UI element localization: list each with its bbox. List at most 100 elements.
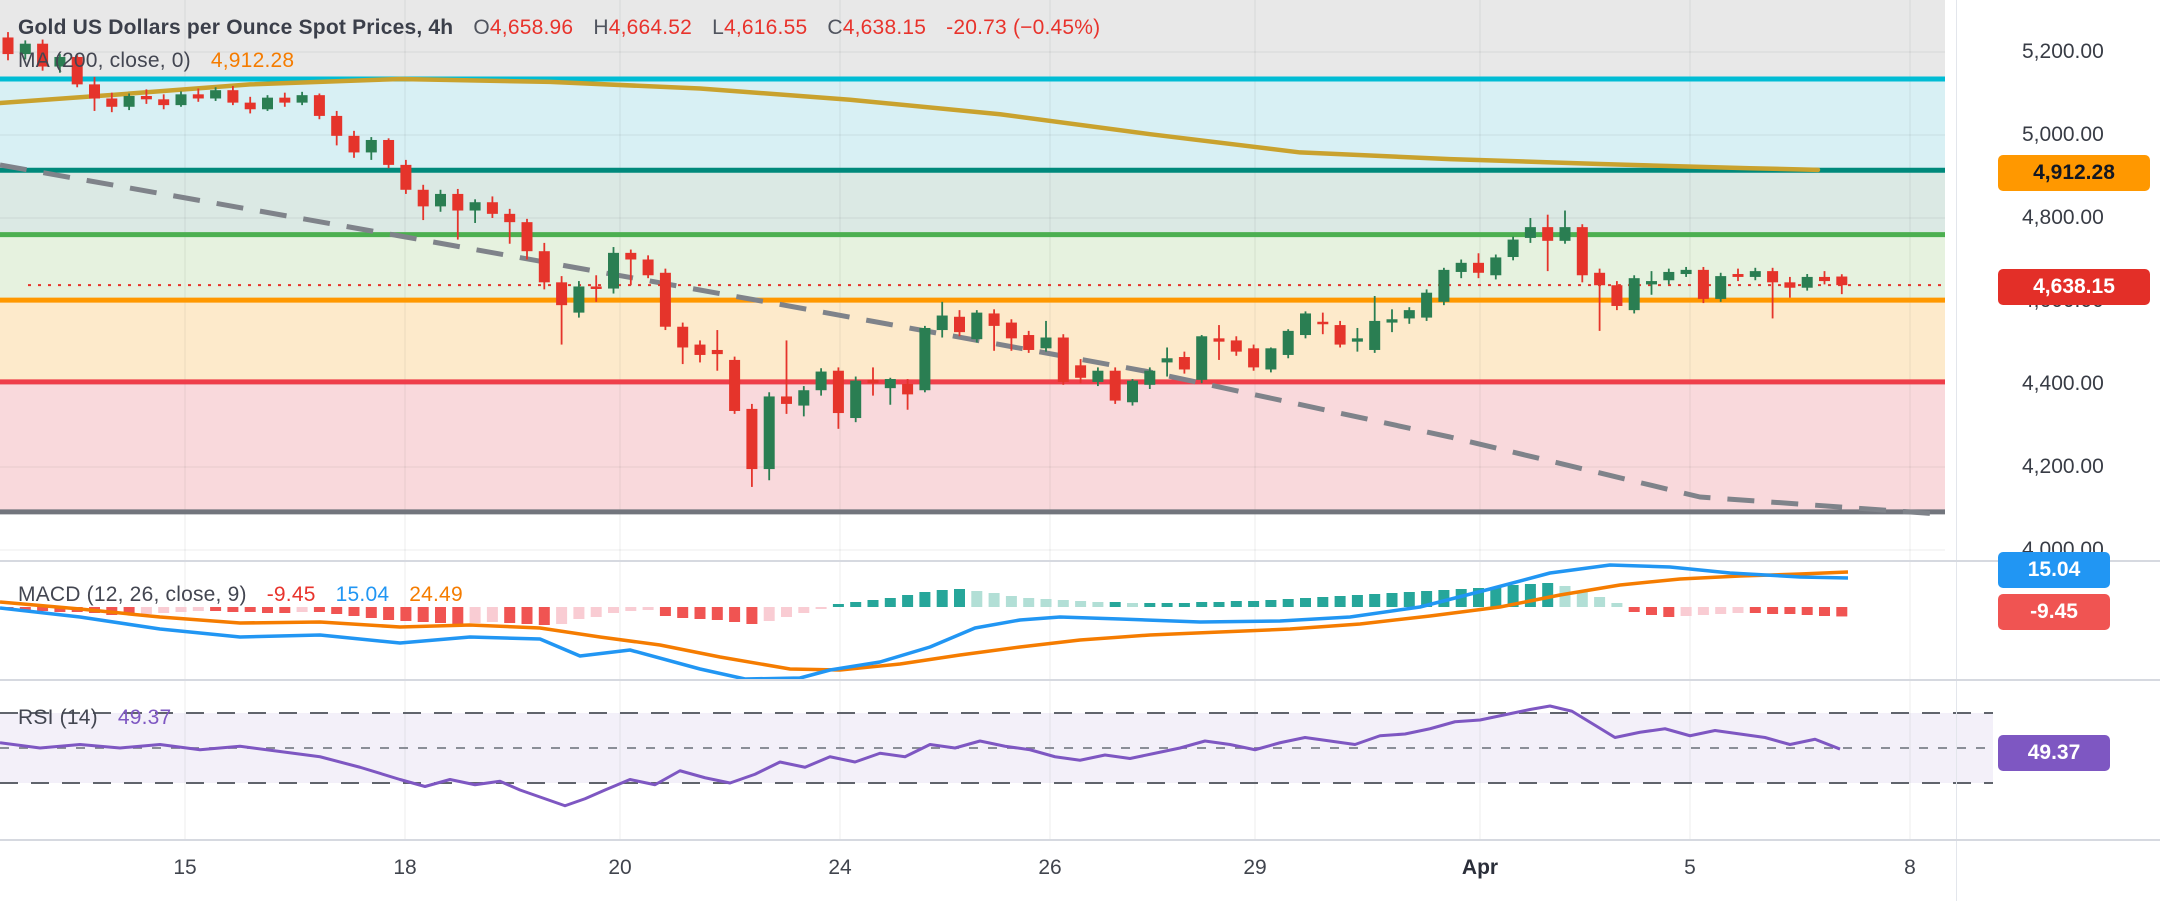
close-value: 4,638.15 <box>842 16 927 39</box>
price-macd-divider[interactable] <box>0 560 2160 562</box>
candle-body <box>590 286 602 289</box>
change-value: -20.73 (−0.45%) <box>946 16 1101 39</box>
macd-hist-bar <box>227 607 239 612</box>
candle-body <box>642 259 654 276</box>
macd-hist-bar <box>175 607 187 612</box>
candle-body <box>1178 357 1190 370</box>
macd-hist-bar <box>1628 607 1640 612</box>
candle-body <box>1369 320 1381 350</box>
price-pane-canvas[interactable] <box>0 0 2160 561</box>
candle-body <box>988 313 1000 326</box>
candle-body <box>452 193 464 211</box>
price-tick-label: 4,800.00 <box>2022 206 2104 229</box>
candle-body <box>279 97 291 103</box>
candle-body <box>1161 358 1173 363</box>
rsi-pane-canvas[interactable] <box>0 680 2160 840</box>
candle-body <box>400 164 412 190</box>
candle-body <box>435 193 446 207</box>
candle-body <box>1542 227 1554 241</box>
macd-hist-bar <box>244 607 256 612</box>
ma-legend[interactable]: MA (200, close, 0) 4,912.28 <box>18 49 294 73</box>
candle-body <box>815 371 827 391</box>
zone-band-0 <box>0 0 1945 79</box>
candle-body <box>1749 271 1761 277</box>
rsi-line[interactable] <box>0 704 1841 808</box>
macd-main-line[interactable] <box>0 563 1849 680</box>
macd-line-badge: 15.04 <box>1998 552 2110 588</box>
macd-line-value: 15.04 <box>335 583 390 606</box>
candle-body <box>919 327 931 391</box>
candle-body <box>1524 227 1536 238</box>
macd-hist-bar <box>1663 607 1675 617</box>
macd-hist-bar <box>1421 591 1433 607</box>
macd-hist-bar <box>919 592 931 607</box>
macd-hist-bar <box>763 607 775 621</box>
candle-body <box>1386 319 1398 323</box>
rsi-legend[interactable]: RSI (14) 49.37 <box>18 706 171 730</box>
macd-rsi-divider[interactable] <box>0 679 2160 681</box>
candle-body <box>1351 338 1363 342</box>
macd-hist-bar <box>400 607 412 621</box>
candle-body <box>850 380 862 419</box>
ma-legend-label: MA (200, close, 0) <box>18 49 191 72</box>
macd-hist-bar <box>729 607 741 622</box>
candle-body <box>902 384 914 395</box>
time-tick-label-8: 8 <box>1904 856 1916 879</box>
candle-body <box>469 202 481 211</box>
macd-signal-line[interactable] <box>0 570 1849 672</box>
candle-body <box>538 251 550 283</box>
low-value: 4,616.55 <box>723 16 808 39</box>
zone-band-1 <box>0 78 1945 171</box>
candle-body <box>244 102 256 110</box>
candle-body <box>1611 285 1623 306</box>
macd-hist-bar <box>1386 593 1398 607</box>
ma200-line[interactable] <box>0 76 1821 173</box>
macd-hist-bar <box>694 607 706 619</box>
macd-hist-bar <box>1075 601 1087 607</box>
macd-hist-bar <box>781 607 792 617</box>
macd-hist-bar <box>1282 599 1294 607</box>
macd-hist-bar <box>1351 595 1363 607</box>
time-tick-label-24: 24 <box>828 856 852 879</box>
macd-hist-bar <box>573 607 585 619</box>
macd-hist-bar <box>815 607 827 609</box>
macd-hist-bar <box>158 607 170 613</box>
candles[interactable] <box>2 32 1848 487</box>
macd-hist-bar <box>1109 602 1121 607</box>
macd-hist-value: -9.45 <box>266 583 316 606</box>
macd-hist-bar <box>1230 601 1242 607</box>
macd-hist-bar <box>1767 607 1779 614</box>
price-axis-separator[interactable] <box>1956 0 1957 901</box>
candle-body <box>1646 281 1657 285</box>
candle-body <box>331 115 343 136</box>
candle-body <box>123 95 135 107</box>
macd-hist-bar <box>417 607 429 622</box>
macd-pane-canvas[interactable] <box>0 561 2160 680</box>
candle-body <box>1230 340 1242 352</box>
price-tick-label: 5,000.00 <box>2022 123 2104 146</box>
candle-body <box>71 56 83 85</box>
macd-hist-bar <box>832 604 844 607</box>
macd-hist-bar <box>1057 600 1069 607</box>
candle-body <box>711 349 723 355</box>
macd-hist-bar <box>1836 607 1848 617</box>
macd-signal-value: 24.49 <box>409 583 463 606</box>
macd-hist-bar <box>625 607 637 611</box>
macd-hist-bar <box>262 607 273 613</box>
symbol-legend[interactable]: Gold US Dollars per Ounce Spot Prices, 4… <box>18 16 1100 40</box>
macd-hist-bar <box>1040 599 1052 607</box>
macd-hist-bar <box>1144 603 1156 607</box>
open-key: O <box>473 16 490 39</box>
candle-body <box>89 84 100 99</box>
candle-body <box>798 390 810 406</box>
macd-hist-bar <box>988 593 1000 607</box>
time-axis-divider <box>0 839 2160 841</box>
candle-body <box>175 94 187 106</box>
macd-hist-bar <box>1473 588 1484 607</box>
high-value: 4,664.52 <box>608 16 693 39</box>
close-key: C <box>827 16 843 39</box>
last-price-badge: 4,638.15 <box>1998 269 2150 305</box>
macd-legend[interactable]: MACD (12, 26, close, 9) -9.45 15.04 24.4… <box>18 583 463 607</box>
macd-hist-bar <box>850 602 862 607</box>
candle-body <box>1715 276 1727 299</box>
